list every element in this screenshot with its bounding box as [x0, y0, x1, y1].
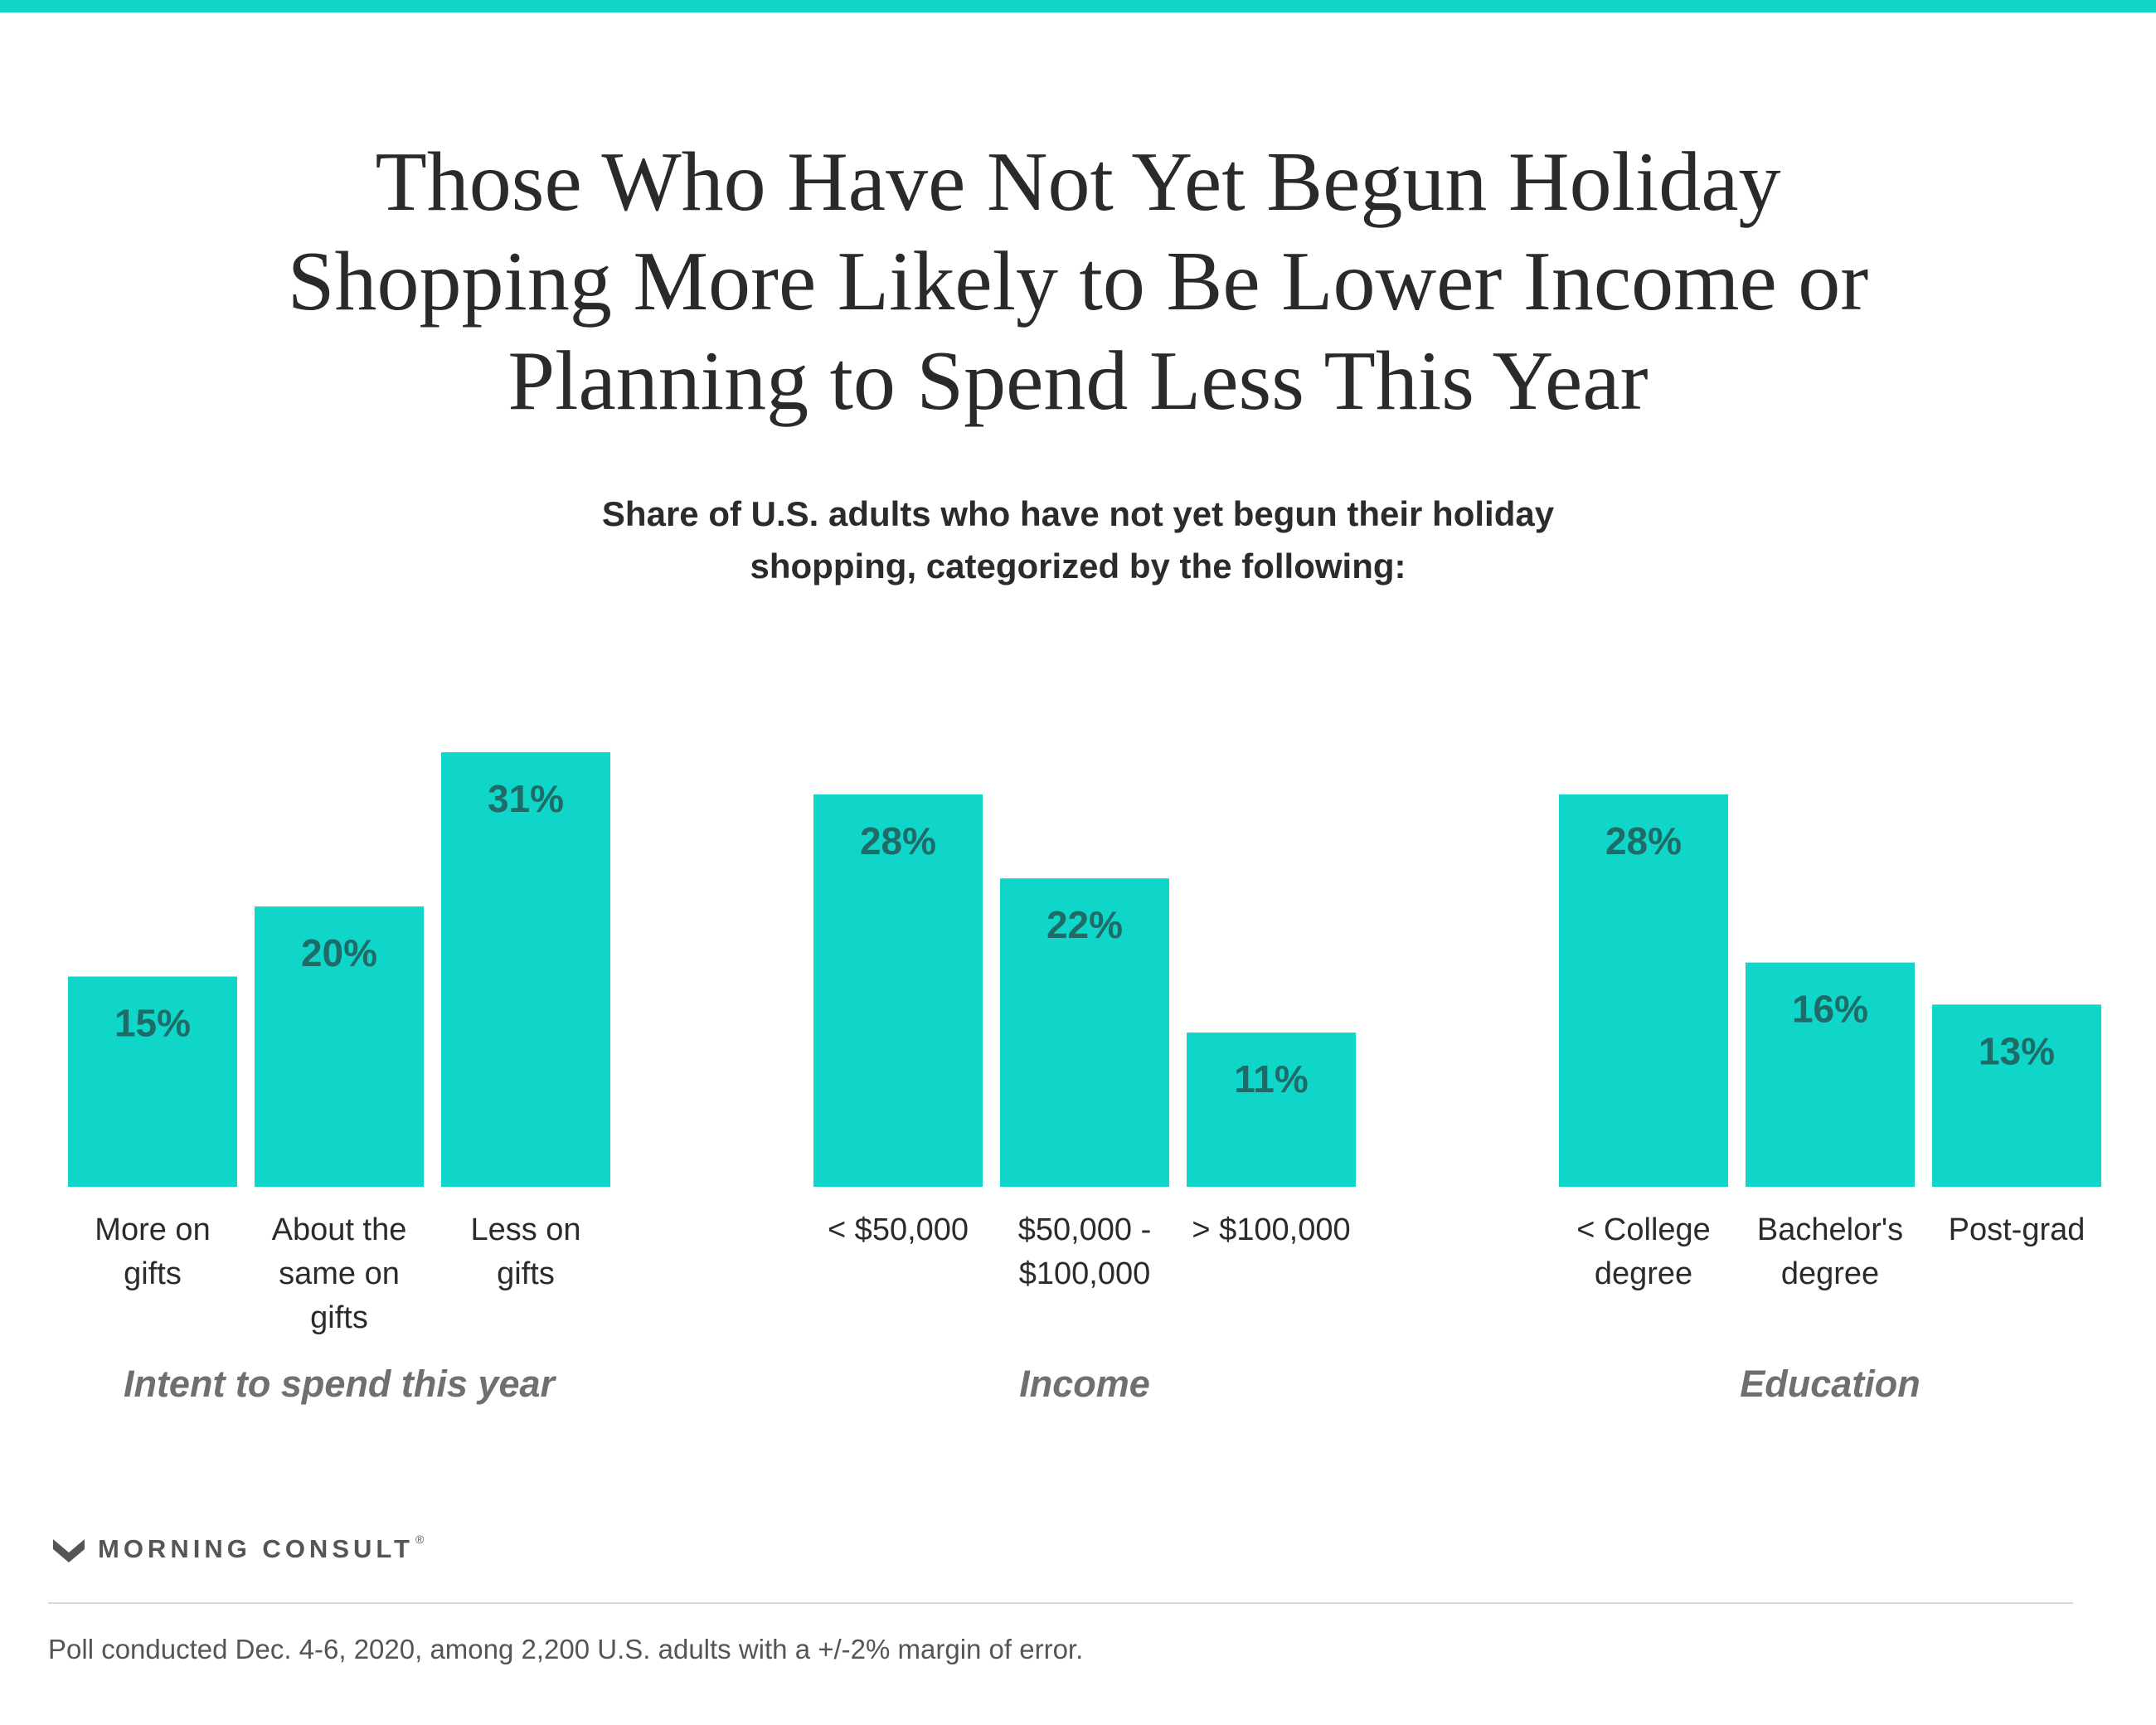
category-label: gifts: [497, 1256, 555, 1291]
value-label: 28%: [1605, 819, 1682, 862]
value-label: 20%: [301, 931, 377, 974]
morning-consult-m-logo-icon: [53, 1539, 85, 1562]
bar: [1746, 962, 1915, 1187]
bar-group: 28% < $50,000 22% $50,000 - $100,000 11% > $10…: [813, 794, 1356, 1405]
bar: [1559, 794, 1728, 1187]
registered-mark-icon: ®: [415, 1533, 425, 1546]
category-label: < College: [1576, 1212, 1711, 1247]
category-label: Bachelor's: [1757, 1212, 1903, 1247]
bar: [813, 794, 983, 1187]
category-label: $100,000: [1019, 1256, 1151, 1291]
chart-title: Those Who Have Not Yet Begun Holiday Sho…: [287, 135, 1869, 428]
bar: [1187, 1033, 1356, 1187]
category-label: $50,000 -: [1018, 1212, 1152, 1247]
category-label: About the: [272, 1212, 407, 1247]
category-label: Post-grad: [1949, 1212, 2086, 1247]
bar-group: 15% More on gifts 20% About the same on gifts 3…: [68, 752, 610, 1405]
category-label: > $100,000: [1192, 1212, 1350, 1247]
category-label: gifts: [310, 1300, 368, 1335]
value-label: 11%: [1234, 1057, 1309, 1101]
bar: [441, 752, 610, 1187]
group-label: Education: [1740, 1363, 1920, 1405]
group-label: Income: [1019, 1363, 1150, 1405]
bar: [1932, 1004, 2101, 1187]
bar: [68, 976, 237, 1187]
brand-name: MORNING CONSULT: [98, 1534, 414, 1563]
value-label: 22%: [1046, 903, 1123, 946]
category-label: More on: [95, 1212, 210, 1247]
methodology-note: Poll conducted Dec. 4-6, 2020, among 2,2…: [48, 1634, 1084, 1664]
category-label: Less on: [470, 1212, 580, 1247]
bar-group: 28% < College degree 16% Bachelor's degree 13%…: [1559, 794, 2101, 1405]
value-label: 28%: [860, 819, 936, 862]
value-label: 16%: [1792, 988, 1868, 1031]
brand-logo: MORNING CONSULT ®: [51, 1533, 424, 1566]
bar: [1000, 878, 1169, 1187]
value-label: 31%: [488, 777, 564, 820]
bar-chart: 15% More on gifts 20% About the same on gifts 3…: [68, 752, 2101, 1405]
value-label: 15%: [114, 1002, 191, 1045]
category-label: < $50,000: [828, 1212, 969, 1247]
category-label: degree: [1781, 1256, 1879, 1291]
category-label: gifts: [124, 1256, 182, 1291]
bar: [255, 906, 424, 1187]
category-label: same on: [279, 1256, 400, 1291]
category-label: degree: [1595, 1256, 1692, 1291]
chart-subtitle: Share of U.S. adults who have not yet be…: [601, 494, 1555, 586]
value-label: 13%: [1979, 1029, 2055, 1072]
top-accent-bar: [0, 0, 2156, 12]
group-label: Intent to spend this year: [124, 1363, 557, 1405]
footer-divider: [48, 1602, 2073, 1604]
